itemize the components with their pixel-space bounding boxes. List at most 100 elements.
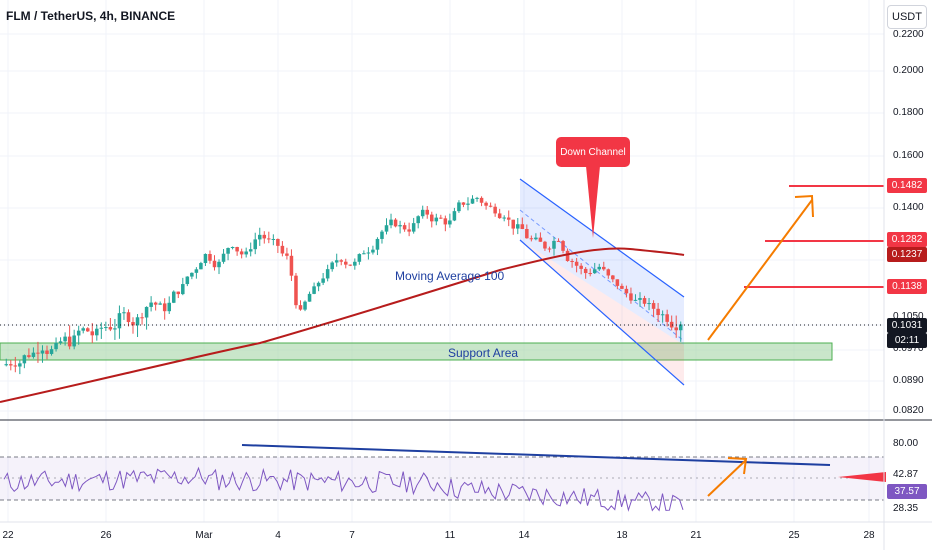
candle-body (674, 327, 678, 331)
candle-body (185, 276, 190, 285)
candle-body (665, 314, 669, 322)
candle-body (330, 262, 334, 270)
rsi-arrow-head (727, 457, 748, 475)
candle-body (366, 252, 371, 254)
candle-body (439, 217, 443, 219)
currency-button[interactable]: USDT (887, 5, 927, 29)
price-tick: 0.0970 (893, 343, 924, 354)
candle-body (181, 284, 185, 295)
candle-body (280, 245, 285, 254)
candle-body (552, 240, 556, 249)
candle-body (660, 314, 665, 316)
candle-body (267, 238, 271, 240)
rsi-value-tag: 37.57 (887, 484, 927, 499)
rsi-trend-line (241, 444, 831, 466)
support-area-zone (0, 342, 833, 361)
candle-body (339, 260, 343, 262)
candle-body (597, 266, 602, 270)
candle-body (307, 293, 312, 302)
candle-body (289, 255, 294, 276)
rsi-tick: 42.87 (893, 469, 919, 480)
date-tick: 7 (349, 530, 355, 541)
moving-average-100-line (0, 247, 685, 403)
price-tick: 0.0890 (893, 375, 924, 386)
candle-body (321, 278, 325, 283)
candle-body (325, 269, 330, 279)
candle-body (9, 364, 13, 366)
candle-body (651, 303, 656, 309)
candle-body (135, 317, 140, 326)
price-tick: 0.0820 (893, 405, 924, 416)
candle-body (344, 261, 348, 265)
candle-body (407, 229, 411, 232)
rsi-arrow (707, 459, 747, 497)
candle-body (81, 328, 85, 331)
candle-body (606, 269, 611, 276)
candle-body (484, 202, 488, 206)
down-channel-lower-line (519, 239, 685, 386)
down-channel-bubble-pointer (586, 166, 600, 238)
date-tick: 26 (100, 530, 112, 541)
price-tick: 0.1600 (893, 150, 924, 161)
date-tick: 14 (518, 530, 530, 541)
candle-body (22, 355, 27, 364)
date-tick: 21 (690, 530, 702, 541)
rsi-tick: 28.35 (893, 503, 919, 514)
date-tick: 18 (616, 530, 628, 541)
candle-body (235, 246, 239, 252)
candle-body (190, 272, 194, 277)
candle-body (574, 261, 579, 266)
candle-body (538, 237, 543, 242)
candle-body (443, 218, 448, 225)
candle-body (131, 322, 135, 326)
candle-body (434, 217, 439, 222)
target-arrow-head (794, 194, 814, 218)
candle-body (257, 234, 262, 240)
date-tick: 28 (863, 530, 875, 541)
candle-body (303, 301, 307, 310)
candle-body (647, 303, 651, 305)
candle-body (393, 219, 398, 227)
candle-body (430, 214, 434, 222)
candle-body (27, 355, 31, 357)
candle-body (488, 205, 493, 207)
candle-body (194, 269, 199, 273)
candle-body (312, 286, 316, 294)
countdown-tag: 02:11 (887, 333, 927, 348)
candle-body (362, 253, 366, 255)
candle-body (380, 231, 384, 239)
candle-body (49, 349, 54, 354)
candle-body (348, 264, 353, 266)
candle-body (583, 268, 588, 274)
candle-body (602, 266, 606, 270)
candle-body (221, 253, 226, 262)
date-tick: 4 (275, 530, 281, 541)
candle-body (642, 298, 647, 304)
candle-body (108, 327, 113, 330)
candle-body (158, 303, 162, 305)
candle-body (140, 317, 144, 319)
rsi-pointer-triangle (838, 472, 886, 482)
candle-body (624, 288, 629, 294)
candle-body (217, 261, 221, 268)
rsi-band-fill (0, 457, 884, 500)
date-tick: Mar (195, 530, 213, 541)
candle-body (534, 237, 538, 240)
candle-body (90, 331, 95, 336)
candle-body (162, 303, 167, 312)
candle-body (153, 302, 158, 305)
candle-body (18, 363, 22, 367)
candle-body (497, 213, 502, 219)
candle-body (95, 328, 99, 336)
candle-body (144, 306, 149, 318)
candle-body (678, 324, 683, 331)
candle-body (389, 219, 393, 226)
candle-body (479, 197, 484, 203)
candle-body (276, 238, 280, 246)
price-tag-1482: 0.1482 (887, 178, 927, 193)
candle-body (104, 327, 108, 329)
candle-body (316, 282, 321, 287)
candle-body (511, 219, 516, 229)
candle-body (579, 265, 583, 269)
